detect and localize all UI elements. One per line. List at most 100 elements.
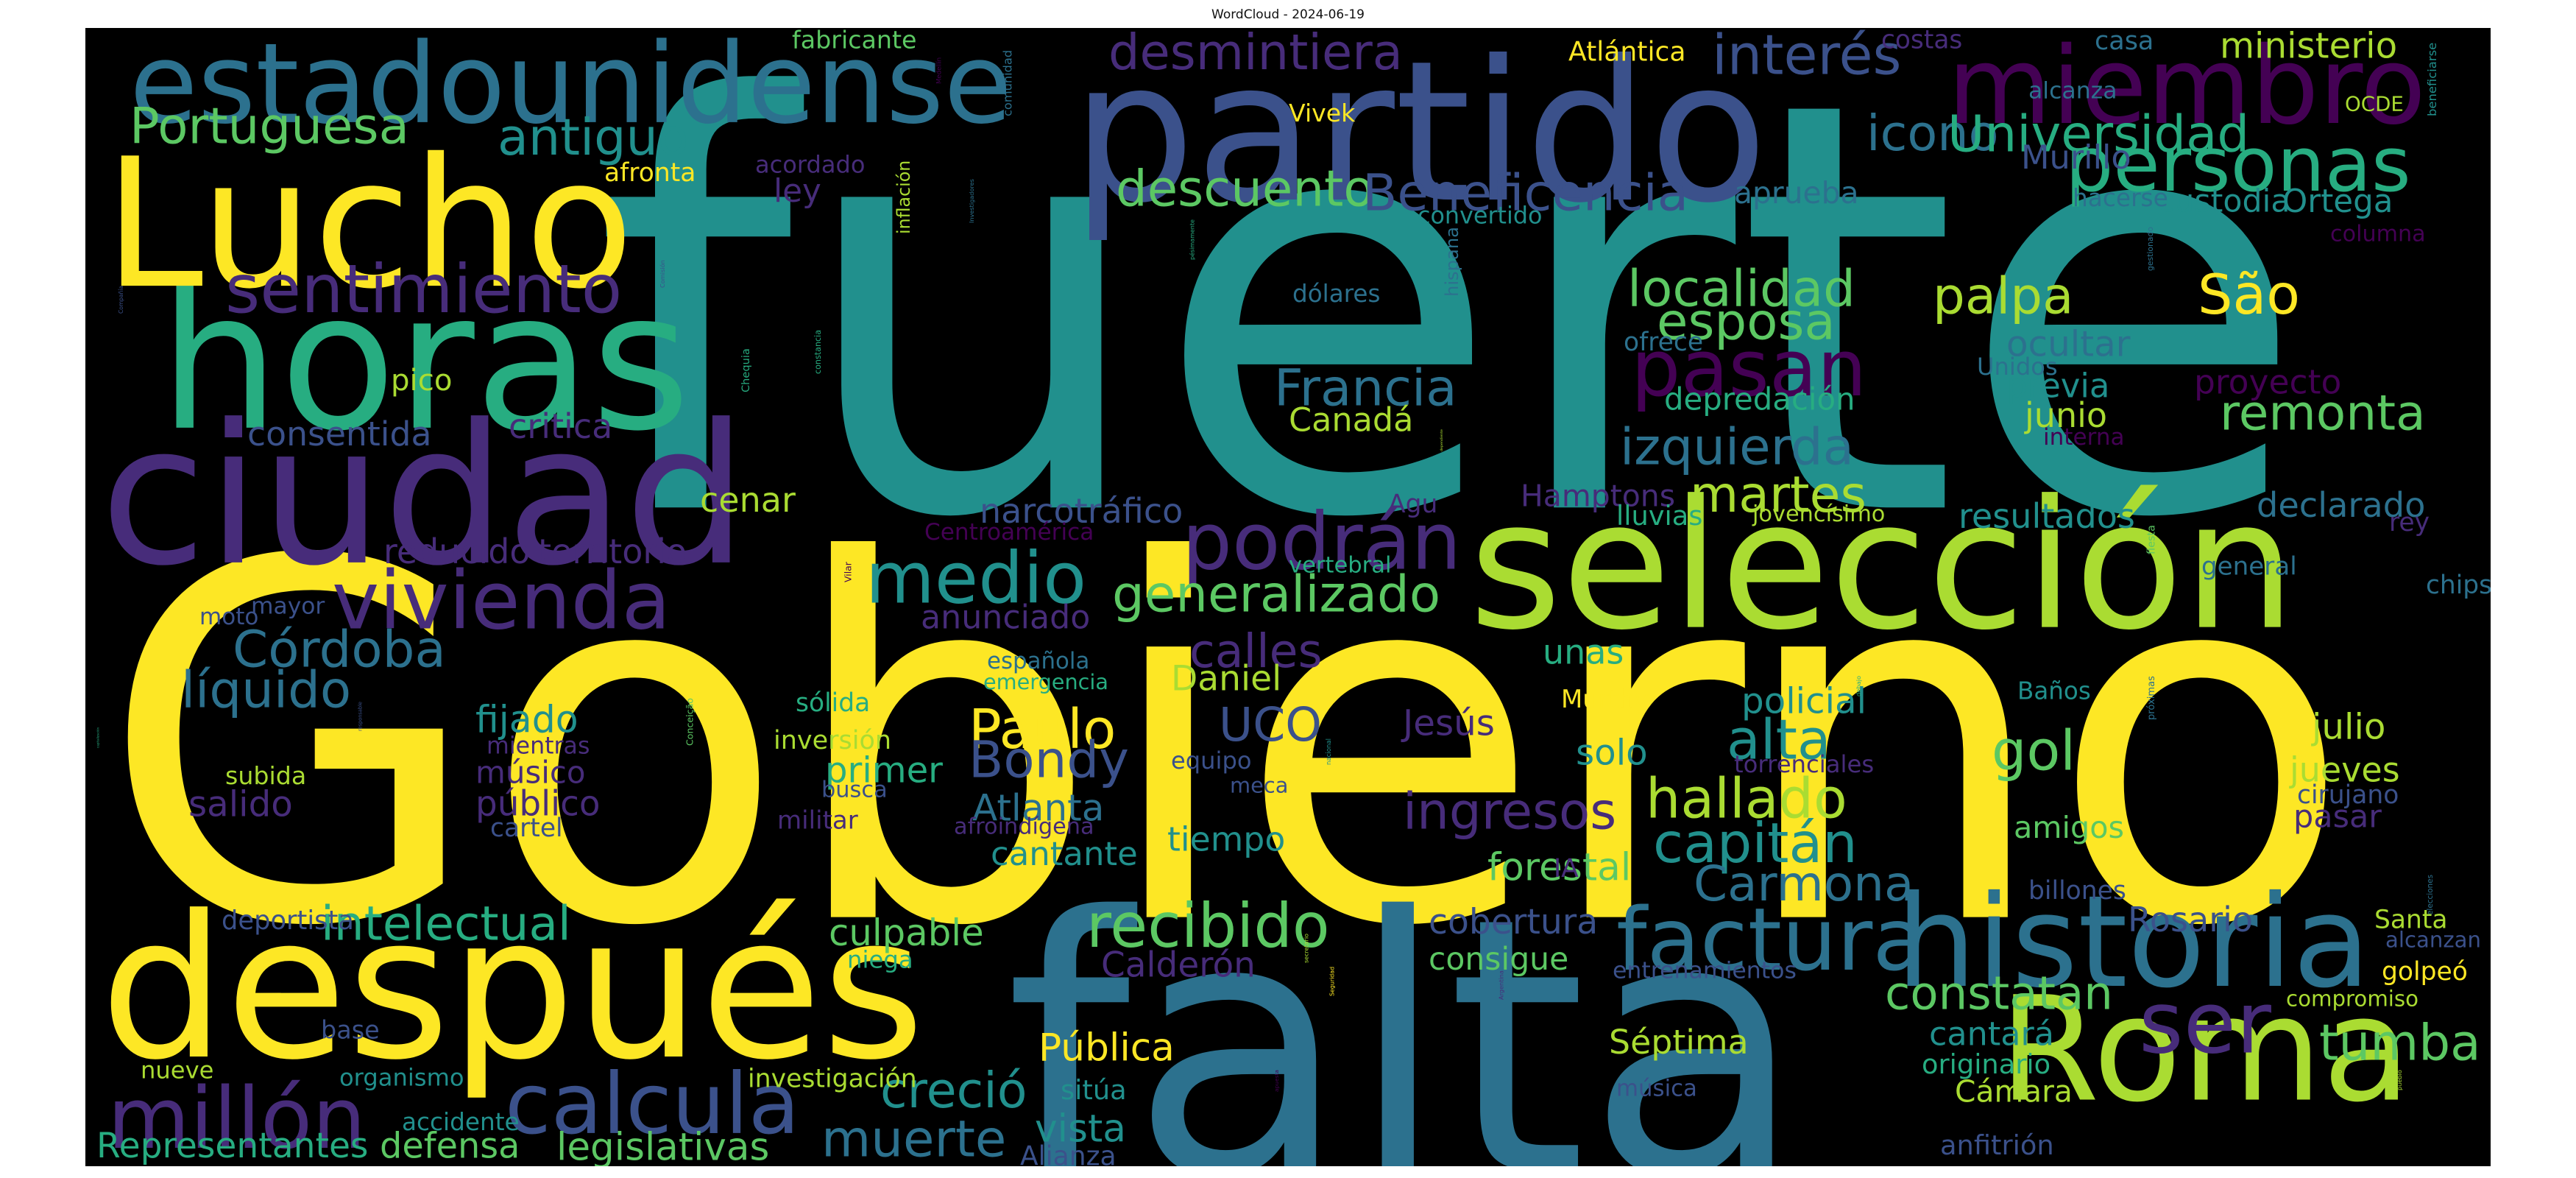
cloud-word: factura	[1616, 889, 1926, 991]
cloud-word: española	[987, 648, 1090, 675]
cloud-word: primer	[825, 750, 943, 791]
word-cloud-canvas: Gobierno fuerte falta partido selección despu…	[85, 28, 2491, 1166]
cloud-word: comunidad	[1000, 49, 1015, 116]
cloud-word: alcanza	[2028, 77, 2117, 105]
cloud-word: hallado	[1646, 766, 1847, 831]
cloud-word: intelectual	[321, 896, 571, 952]
cloud-word: miembro	[1947, 28, 2427, 149]
cloud-word: critica	[509, 408, 613, 447]
cloud-word: unas	[1543, 632, 1624, 672]
cloud-word: Portuguesa	[130, 96, 409, 155]
cloud-word: palpa	[1933, 266, 2074, 326]
cloud-word: selección	[1469, 462, 2296, 669]
cloud-word: lluvias	[1616, 500, 1703, 532]
cloud-word: Paulo	[969, 696, 1117, 761]
cloud-word: pésimamente	[1189, 219, 1196, 260]
cloud-word: fabricante	[792, 28, 917, 54]
cloud-word: reducido	[383, 533, 531, 572]
cloud-word: icono	[1866, 104, 1999, 162]
cloud-word: pasan	[1631, 323, 1867, 415]
cloud-word: Bondy	[969, 730, 1129, 790]
cloud-word: falta	[1005, 842, 1805, 1166]
cloud-word: líquido	[181, 660, 352, 720]
cloud-word: calles	[1189, 624, 1323, 679]
cloud-word: chips	[2426, 571, 2491, 601]
cloud-word: billones	[2028, 876, 2126, 906]
cloud-word: dólares	[1292, 279, 1381, 308]
cloud-word: consigue	[1429, 942, 1569, 978]
cloud-word: hacerse	[2073, 183, 2168, 213]
cloud-word: Ortega	[2282, 183, 2393, 220]
cloud-word: fuerte	[593, 28, 2308, 643]
cloud-word: golpeó	[2382, 957, 2468, 987]
cloud-word: secretario	[1303, 934, 1310, 963]
cloud-word: interés	[1712, 28, 1902, 88]
cloud-word: cantará	[1929, 1015, 2055, 1054]
cloud-word: inversión	[774, 724, 892, 755]
cloud-word: responsable	[357, 702, 363, 731]
cloud-word: muerte	[821, 1109, 1007, 1166]
cloud-word: recibido	[1086, 891, 1330, 962]
cloud-word: apuesta	[1273, 1070, 1281, 1092]
cloud-word: ministerio	[2220, 28, 2398, 67]
cloud-word: pico	[391, 363, 453, 398]
cloud-word: descuento	[1116, 159, 1374, 218]
cloud-word: Centroamérica	[924, 519, 1094, 546]
cloud-word: millón	[107, 1070, 367, 1166]
cloud-word: resultados	[1958, 496, 2135, 536]
cloud-word: cobertura	[1429, 901, 1599, 942]
page-title: WordCloud - 2024-06-19	[1211, 7, 1365, 22]
cloud-word: constancia	[813, 329, 823, 374]
cloud-word: culpable	[829, 912, 984, 955]
cloud-word: esposa	[1657, 292, 1836, 352]
cloud-word: columna	[2330, 221, 2426, 247]
cloud-word: antiguo	[498, 107, 689, 167]
cloud-word: sentimiento	[225, 250, 623, 328]
cloud-word: ley	[774, 172, 821, 211]
cloud-word: acordado	[755, 150, 866, 179]
cloud-word: subida	[225, 762, 307, 791]
cloud-word: afroindígena	[954, 814, 1094, 840]
cloud-word: solo	[1576, 732, 1648, 774]
cloud-word: tiempo	[1167, 820, 1286, 860]
cloud-word: estadounidense	[130, 28, 1013, 149]
cloud-word: próximas	[2145, 676, 2157, 720]
cloud-word: Universidad	[1947, 104, 2250, 164]
cloud-word: vivienda	[332, 555, 671, 649]
cloud-word: Lucho	[104, 120, 634, 328]
cloud-word: debajo	[1855, 675, 1862, 696]
cloud-word: Séptima	[1609, 1023, 1749, 1062]
cloud-word: Calderón	[1101, 945, 1256, 986]
cloud-word: generalizado	[1112, 564, 1441, 624]
cloud-word: nueve	[141, 1056, 214, 1084]
cloud-word: territorio	[538, 533, 687, 572]
cloud-word: Vilar	[842, 562, 854, 582]
cloud-word: capitán	[1653, 811, 1858, 876]
cloud-word: rey	[2389, 508, 2430, 538]
cloud-word: Jesús	[1403, 702, 1495, 744]
cloud-word: interna	[2043, 423, 2125, 451]
cloud-word: IA	[1554, 854, 1579, 884]
cloud-word: Francia	[1274, 358, 1457, 418]
cloud-word: alta	[1727, 708, 1831, 772]
cloud-word: entrenamientos	[1613, 957, 1797, 984]
cloud-word: Unidos	[1977, 353, 2058, 381]
cloud-word: aprueba	[1734, 176, 1859, 211]
cloud-word: cantante	[991, 835, 1138, 874]
cloud-word: público	[475, 783, 601, 824]
cloud-word: declarado	[2257, 485, 2426, 525]
cloud-word: convertido	[1418, 202, 1543, 230]
cloud-word: mientras	[486, 733, 590, 761]
cloud-word: Atlanta	[972, 787, 1105, 830]
cloud-word: base	[321, 1015, 380, 1045]
cloud-word: personas	[2065, 120, 2411, 209]
cloud-word: cartel	[490, 814, 563, 844]
cloud-word: Atlántica	[1568, 36, 1686, 68]
cloud-word: localidad	[1627, 258, 1855, 319]
cloud-word: previa	[2006, 367, 2110, 406]
cloud-word: UCO	[1219, 697, 1323, 752]
cloud-word: OCDE	[2345, 92, 2404, 116]
cloud-word: Hamptons	[1521, 478, 1676, 514]
cloud-word: Cámara	[1955, 1074, 2073, 1110]
cloud-word: ingresos	[1403, 781, 1617, 842]
